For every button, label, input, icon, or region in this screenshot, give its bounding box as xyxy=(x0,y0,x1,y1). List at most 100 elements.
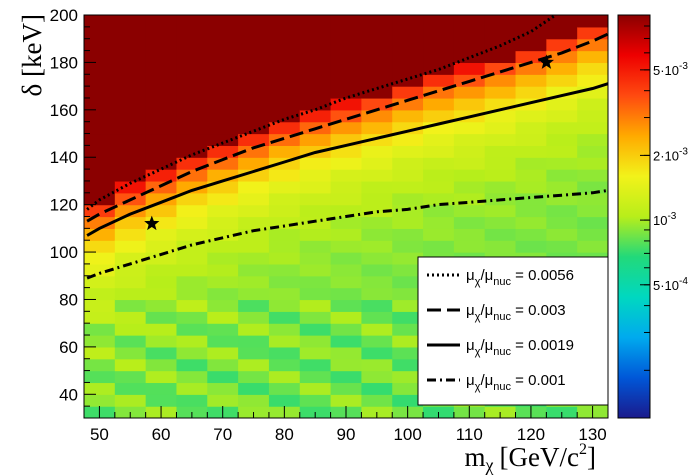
heatmap-cell xyxy=(84,169,116,182)
heatmap-cell xyxy=(84,252,116,265)
heatmap-cell xyxy=(268,299,301,312)
heatmap-cell xyxy=(515,145,547,158)
heatmap-cell xyxy=(207,74,239,87)
heatmap-cell xyxy=(577,204,608,218)
heatmap-cell xyxy=(207,346,239,360)
heatmap-cell xyxy=(577,157,608,170)
heatmap-cell xyxy=(114,299,147,312)
x-axis-units-close: ] xyxy=(587,442,596,472)
heatmap-cell xyxy=(268,394,301,407)
heatmap-cell xyxy=(330,228,363,241)
heatmap-cell xyxy=(176,133,208,146)
heatmap-cell xyxy=(330,252,363,265)
heatmap-cell xyxy=(114,74,147,87)
heatmap-cell xyxy=(268,169,301,182)
heatmap-cell xyxy=(114,240,147,253)
heatmap-cell xyxy=(546,15,578,28)
heatmap-cell xyxy=(577,216,608,229)
heatmap-cell xyxy=(207,263,239,277)
heatmap-cell xyxy=(577,62,608,75)
heatmap-cell xyxy=(361,382,393,395)
heatmap-cell xyxy=(114,180,147,194)
heatmap-cell xyxy=(176,121,208,135)
heatmap-cell xyxy=(114,145,147,158)
heatmap-cell xyxy=(268,62,301,75)
heatmap-cell xyxy=(84,346,116,360)
x-tick-label: 70 xyxy=(213,425,232,444)
heatmap-cell xyxy=(84,394,116,407)
heatmap-cell xyxy=(268,204,301,218)
legend-entry-label: μχ/μnuc = 0.001 xyxy=(466,372,566,393)
heatmap-cell xyxy=(361,240,393,253)
heatmap-cell xyxy=(453,121,486,135)
heatmap-cell xyxy=(145,62,178,75)
heatmap-cell xyxy=(361,394,393,407)
heatmap-cell xyxy=(268,121,301,135)
heatmap-cell xyxy=(145,169,178,182)
heatmap-cell xyxy=(392,133,424,146)
heatmap-cell xyxy=(515,121,547,135)
heatmap-cell xyxy=(207,38,239,52)
heatmap-cell xyxy=(268,74,301,87)
heatmap-cell xyxy=(577,169,608,182)
heatmap-cell xyxy=(515,169,547,182)
heatmap-cell xyxy=(577,109,608,123)
heatmap-cell xyxy=(145,74,178,87)
heatmap-cell xyxy=(145,145,178,158)
heatmap-cell xyxy=(268,50,301,64)
heatmap-cell xyxy=(238,86,270,99)
heatmap-cell xyxy=(176,382,208,395)
heatmap-cell xyxy=(299,228,332,241)
x-tick-label: 130 xyxy=(578,425,606,444)
heatmap-cell xyxy=(145,86,178,99)
heatmap-cell xyxy=(238,157,270,170)
heatmap-cell xyxy=(84,240,116,253)
heatmap-cell xyxy=(423,15,455,28)
heatmap-cell xyxy=(207,228,239,241)
heatmap-cell xyxy=(299,15,332,28)
heatmap-cell xyxy=(268,382,301,395)
heatmap-cell xyxy=(423,204,455,218)
heatmap-cell xyxy=(484,145,517,158)
heatmap-cell xyxy=(484,15,517,28)
heatmap-cell xyxy=(453,216,486,229)
heatmap-cell xyxy=(145,97,178,111)
heatmap-cell xyxy=(330,50,363,64)
heatmap-cell xyxy=(268,287,301,301)
benchmark-markers xyxy=(144,54,554,231)
heatmap-cell xyxy=(238,50,270,64)
heatmap-cell xyxy=(207,252,239,265)
heatmap-cell xyxy=(84,145,116,158)
heatmap-cell xyxy=(176,145,208,158)
heatmap-cell xyxy=(484,62,517,75)
heatmap-cell xyxy=(176,86,208,99)
legend-entry-label: μχ/μnuc = 0.0019 xyxy=(466,337,574,358)
heatmap-cell xyxy=(238,263,270,277)
heatmap-cell xyxy=(546,26,578,40)
heatmap-cell xyxy=(114,394,147,407)
heatmap-cell xyxy=(176,180,208,194)
heatmap-cell xyxy=(361,121,393,135)
heatmap-cell xyxy=(392,382,424,395)
heatmap-cell xyxy=(207,62,239,75)
heatmap-cell xyxy=(299,192,332,206)
heatmap-cell xyxy=(361,323,393,336)
y-axis-title: δ [keV] xyxy=(17,14,47,96)
heatmap-cell xyxy=(114,216,147,229)
heatmap-cell xyxy=(207,26,239,40)
heatmap-cell xyxy=(238,287,270,301)
heatmap-cell xyxy=(145,275,178,289)
colorbar-ticks: 5·10-3 2·10-3 10-3 5·10-4 xyxy=(640,25,688,371)
heatmap-cell xyxy=(361,97,393,111)
heatmap-cell xyxy=(84,323,116,336)
heatmap-cell xyxy=(299,169,332,182)
heatmap-cell xyxy=(238,97,270,111)
heatmap-cell xyxy=(207,287,239,301)
x-tick-label: 120 xyxy=(517,425,545,444)
heatmap-cell xyxy=(207,335,239,348)
heatmap-cell xyxy=(361,335,393,348)
heatmap-cell xyxy=(114,346,147,360)
heatmap-cell xyxy=(84,50,116,64)
heatmap-cell xyxy=(299,299,332,312)
heatmap-cell xyxy=(361,145,393,158)
